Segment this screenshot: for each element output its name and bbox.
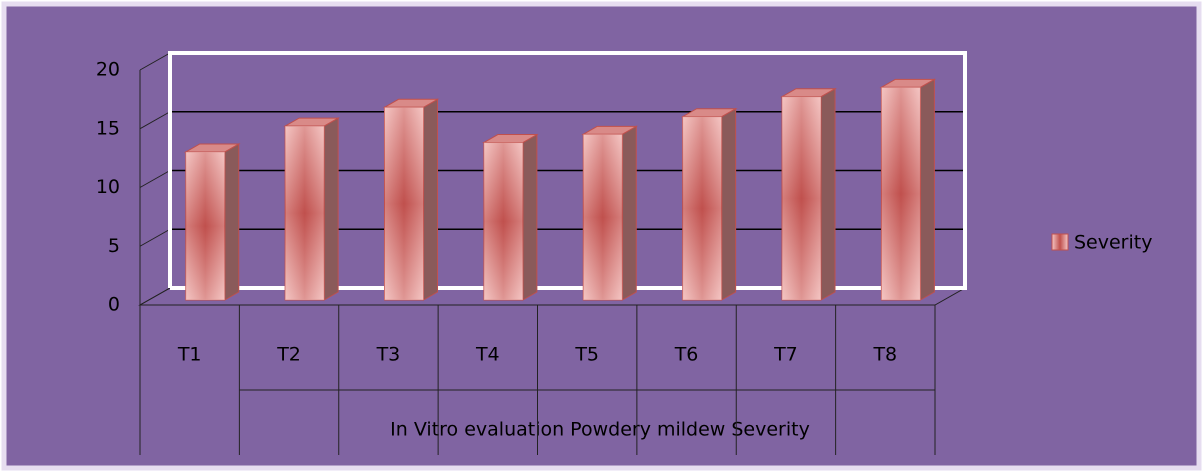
legend-swatch	[1051, 233, 1069, 251]
tick-mark	[139, 111, 171, 130]
bar-side	[522, 133, 538, 301]
bar-shade	[384, 107, 424, 300]
y-tick-label: 0	[108, 294, 120, 316]
y-tick-label: 20	[96, 59, 120, 81]
x-tick-label: T5	[574, 344, 599, 366]
x-axis-title: In Vitro evaluation Powdery mildew Sever…	[390, 419, 810, 441]
tick-mark	[139, 170, 171, 188]
x-tick-label: T2	[276, 344, 301, 366]
x-tick-label: T8	[872, 344, 897, 366]
y-tick-label: 15	[96, 117, 120, 139]
bar-shade	[483, 142, 523, 300]
legend-label: Severity	[1074, 232, 1152, 254]
tick-mark	[139, 52, 171, 71]
bar-shade	[185, 151, 225, 300]
bar-side	[323, 117, 339, 301]
x-tick-label: T1	[177, 344, 202, 366]
bar-shade	[682, 116, 722, 300]
bar-side	[721, 107, 737, 301]
y-tick-label: 10	[96, 176, 120, 198]
x-tick-label: T6	[674, 344, 699, 366]
bar-side	[919, 78, 935, 301]
bar-shade	[881, 87, 921, 300]
bar-shade	[285, 126, 325, 300]
bar-side	[423, 98, 439, 301]
bar-shade	[782, 96, 822, 300]
tick-mark	[139, 228, 171, 247]
tick-mark	[139, 287, 171, 306]
x-tick-label: T3	[376, 344, 401, 366]
bar-shade	[583, 134, 623, 300]
bar-side	[621, 125, 637, 301]
y-tick-label: 5	[108, 235, 120, 257]
bar-side	[820, 87, 836, 301]
bar-side	[224, 143, 240, 301]
x-tick-label: T4	[475, 344, 500, 366]
x-tick-label: T7	[773, 344, 798, 366]
